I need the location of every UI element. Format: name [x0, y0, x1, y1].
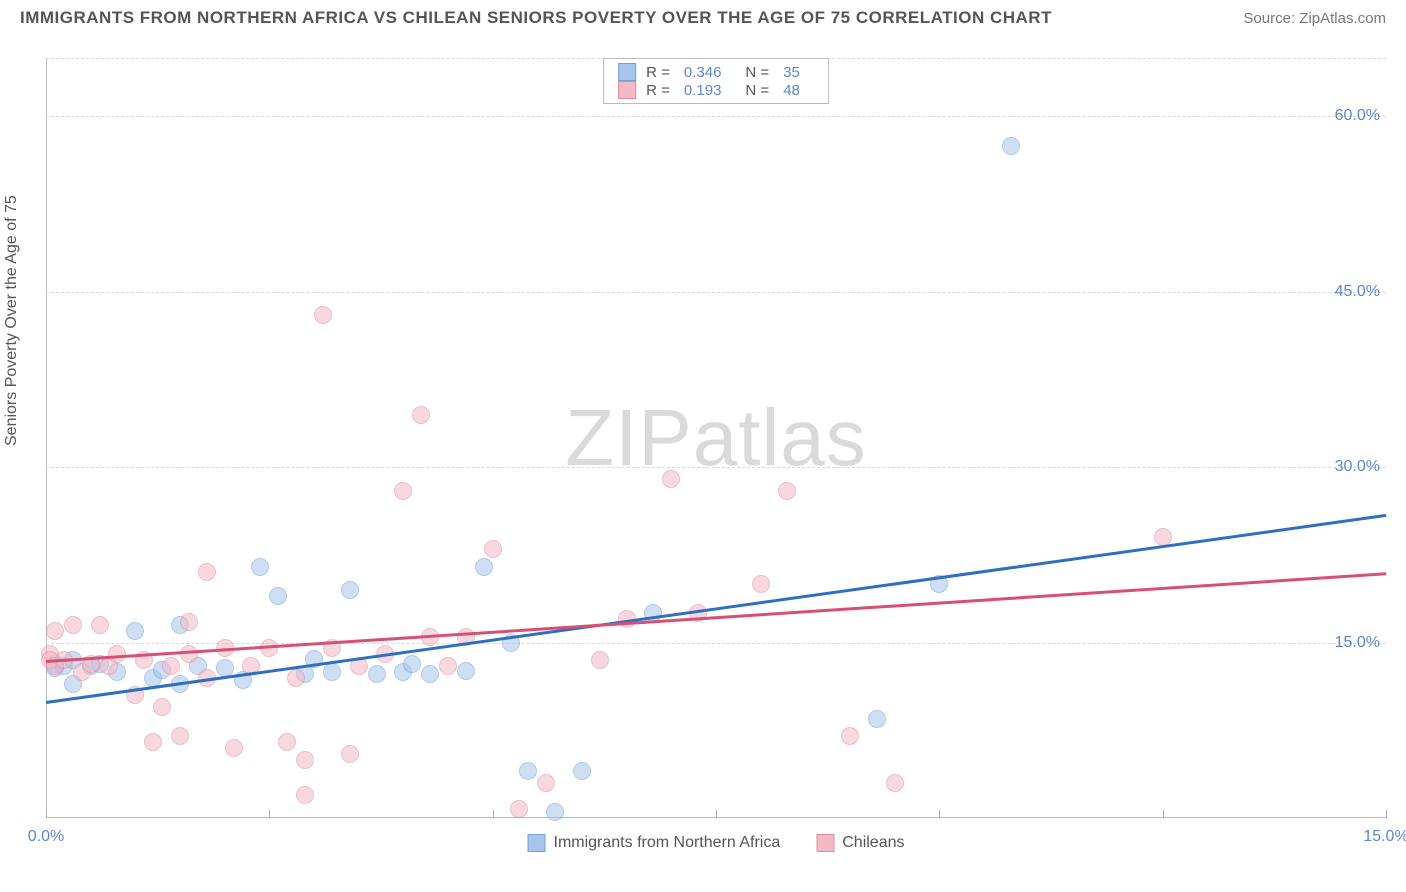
data-point: [457, 662, 475, 680]
header: IMMIGRANTS FROM NORTHERN AFRICA VS CHILE…: [0, 0, 1406, 32]
data-point: [180, 645, 198, 663]
legend-item: Chileans: [816, 834, 904, 852]
legend-r-value: 0.193: [684, 82, 722, 99]
data-point: [144, 733, 162, 751]
legend-n-label: N =: [745, 82, 769, 99]
legend-swatch: [816, 834, 834, 852]
legend-swatch: [618, 63, 636, 81]
data-point: [225, 739, 243, 757]
legend-n-value: 35: [783, 64, 800, 81]
data-point: [278, 733, 296, 751]
data-point: [510, 800, 528, 818]
y-axis-line: [46, 58, 47, 818]
data-point: [439, 657, 457, 675]
data-point: [484, 540, 502, 558]
data-point: [198, 563, 216, 581]
data-point: [162, 657, 180, 675]
chart-title: IMMIGRANTS FROM NORTHERN AFRICA VS CHILE…: [20, 8, 1052, 28]
data-point: [296, 751, 314, 769]
data-point: [573, 762, 591, 780]
x-tick-mark: [1163, 810, 1164, 818]
data-point: [841, 727, 859, 745]
legend-swatch: [618, 81, 636, 99]
x-tick-mark: [1386, 810, 1387, 818]
legend-n-label: N =: [745, 64, 769, 81]
y-tick-label: 60.0%: [1335, 107, 1380, 125]
data-point: [421, 665, 439, 683]
legend-r-label: R =: [646, 64, 670, 81]
data-point: [886, 774, 904, 792]
data-point: [537, 774, 555, 792]
x-tick-mark: [939, 810, 940, 818]
data-point: [778, 482, 796, 500]
legend-r-label: R =: [646, 82, 670, 99]
source-label: Source: ZipAtlas.com: [1243, 10, 1386, 27]
trend-line: [46, 514, 1386, 704]
legend-correlation: R = 0.346 N = 35 R = 0.193 N = 48: [603, 58, 829, 104]
data-point: [591, 651, 609, 669]
data-point: [269, 587, 287, 605]
data-point: [403, 655, 421, 673]
data-point: [341, 745, 359, 763]
data-point: [368, 665, 386, 683]
data-point: [314, 306, 332, 324]
data-point: [91, 616, 109, 634]
legend-row: R = 0.346 N = 35: [618, 63, 814, 81]
x-tick-mark: [493, 810, 494, 818]
y-tick-label: 30.0%: [1335, 458, 1380, 476]
data-point: [519, 762, 537, 780]
legend-row: R = 0.193 N = 48: [618, 81, 814, 99]
data-point: [296, 786, 314, 804]
watermark: ZIPatlas: [565, 392, 866, 484]
x-tick-mark: [46, 810, 47, 818]
data-point: [64, 616, 82, 634]
data-point: [323, 663, 341, 681]
gridline: [46, 116, 1386, 117]
legend-r-value: 0.346: [684, 64, 722, 81]
gridline: [46, 467, 1386, 468]
plot-region: ZIPatlas 15.0%30.0%45.0%60.0%0.0%15.0%: [46, 58, 1386, 818]
y-tick-label: 45.0%: [1335, 283, 1380, 301]
legend-label: Chileans: [842, 834, 904, 852]
data-point: [868, 710, 886, 728]
legend-item: Immigrants from Northern Africa: [528, 834, 781, 852]
data-point: [662, 470, 680, 488]
data-point: [412, 406, 430, 424]
data-point: [126, 622, 144, 640]
data-point: [46, 622, 64, 640]
legend-series: Immigrants from Northern Africa Chileans: [528, 834, 905, 852]
data-point: [394, 482, 412, 500]
legend-swatch: [528, 834, 546, 852]
x-tick-label: 0.0%: [28, 828, 64, 846]
y-tick-label: 15.0%: [1335, 634, 1380, 652]
data-point: [260, 639, 278, 657]
legend-n-value: 48: [783, 82, 800, 99]
data-point: [251, 558, 269, 576]
data-point: [1002, 137, 1020, 155]
x-tick-mark: [716, 810, 717, 818]
legend-label: Immigrants from Northern Africa: [554, 834, 781, 852]
data-point: [287, 669, 305, 687]
chart-area: ZIPatlas 15.0%30.0%45.0%60.0%0.0%15.0% R…: [46, 58, 1386, 818]
x-tick-mark: [269, 810, 270, 818]
gridline: [46, 643, 1386, 644]
data-point: [153, 698, 171, 716]
data-point: [546, 803, 564, 821]
trend-line: [46, 572, 1386, 662]
data-point: [752, 575, 770, 593]
y-axis-label: Seniors Poverty Over the Age of 75: [3, 195, 21, 446]
data-point: [180, 613, 198, 631]
data-point: [171, 727, 189, 745]
data-point: [341, 581, 359, 599]
gridline: [46, 292, 1386, 293]
data-point: [475, 558, 493, 576]
x-tick-label: 15.0%: [1363, 828, 1406, 846]
